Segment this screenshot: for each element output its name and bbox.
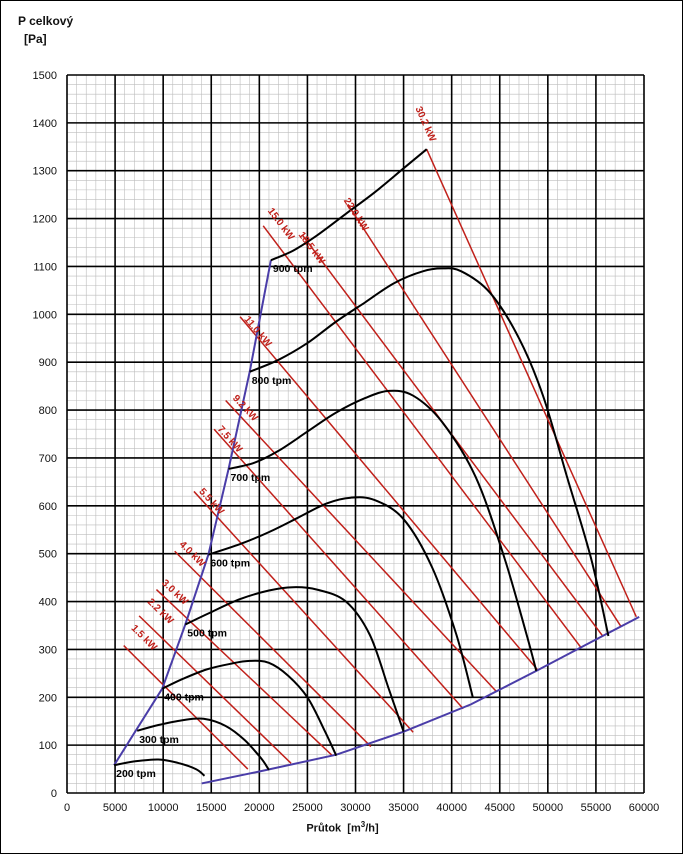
x-tick-label: 50000 xyxy=(533,802,564,814)
speed-label: 400 tpm xyxy=(164,692,204,704)
power-line xyxy=(425,148,637,618)
speed-curve xyxy=(270,148,428,262)
x-axis-label: Průtok [m3/h] xyxy=(306,820,379,835)
speed-curve xyxy=(249,267,610,637)
x-tick-label: 20000 xyxy=(244,802,275,814)
power-line xyxy=(347,203,622,627)
x-tick-label: 15000 xyxy=(196,802,227,814)
y-axis-label-line2: [Pa] xyxy=(24,32,47,46)
x-tick-label: 35000 xyxy=(388,802,419,814)
y-tick-label: 100 xyxy=(39,740,57,752)
y-tick-label: 1000 xyxy=(33,309,57,321)
y-tick-label: 300 xyxy=(39,644,57,656)
power-line xyxy=(123,645,249,770)
speed-curve xyxy=(161,659,338,757)
speed-label: 500 tpm xyxy=(187,628,227,640)
power-line xyxy=(174,550,372,748)
x-tick-label: 55000 xyxy=(581,802,612,814)
y-tick-label: 1200 xyxy=(33,214,57,226)
power-label: 15.0 kW xyxy=(265,206,297,243)
y-tick-label: 0 xyxy=(51,788,57,800)
y-tick-label: 200 xyxy=(39,692,57,704)
speed-label: 900 tpm xyxy=(273,263,313,275)
y-tick-label: 500 xyxy=(39,549,57,561)
power-line xyxy=(193,490,414,733)
speed-curve xyxy=(184,586,405,733)
power-label: 18.5 kW xyxy=(296,230,327,267)
x-tick-label: 45000 xyxy=(484,802,515,814)
power-line xyxy=(262,225,582,648)
power-line xyxy=(213,428,464,710)
speed-label: 600 tpm xyxy=(210,558,250,570)
speed-curve xyxy=(228,389,538,672)
y-tick-label: 1500 xyxy=(33,70,57,82)
y-tick-label: 900 xyxy=(39,357,57,369)
y-tick-label: 800 xyxy=(39,405,57,417)
power-line xyxy=(225,399,497,692)
speed-curve xyxy=(208,496,474,698)
power-line xyxy=(239,316,538,670)
x-tick-label: 10000 xyxy=(148,802,179,814)
y-tick-label: 600 xyxy=(39,501,57,513)
speed-label: 300 tpm xyxy=(139,734,179,746)
x-tick-label: 0 xyxy=(64,802,70,814)
max-speed-boundary xyxy=(113,260,272,766)
x-tick-label: 30000 xyxy=(340,802,371,814)
x-tick-label: 25000 xyxy=(292,802,323,814)
x-tick-label: 60000 xyxy=(629,802,660,814)
y-tick-label: 700 xyxy=(39,453,57,465)
y-tick-label: 1400 xyxy=(33,118,57,130)
speed-label: 800 tpm xyxy=(252,375,292,387)
y-axis-label-line1: P celkový xyxy=(18,14,74,28)
y-tick-label: 1100 xyxy=(33,261,57,273)
speed-curve xyxy=(113,758,206,777)
speed-label: 700 tpm xyxy=(231,472,271,484)
speed-label: 200 tpm xyxy=(116,768,156,780)
y-tick-label: 1300 xyxy=(33,166,57,178)
y-tick-label: 400 xyxy=(39,597,57,609)
x-tick-label: 40000 xyxy=(436,802,467,814)
power-label: 30.2 kW xyxy=(412,105,437,144)
power-line xyxy=(138,615,292,764)
speed-curve xyxy=(136,717,270,771)
power-line xyxy=(155,589,333,757)
min-flow-boundary xyxy=(201,616,640,785)
x-tick-label: 5000 xyxy=(103,802,127,814)
